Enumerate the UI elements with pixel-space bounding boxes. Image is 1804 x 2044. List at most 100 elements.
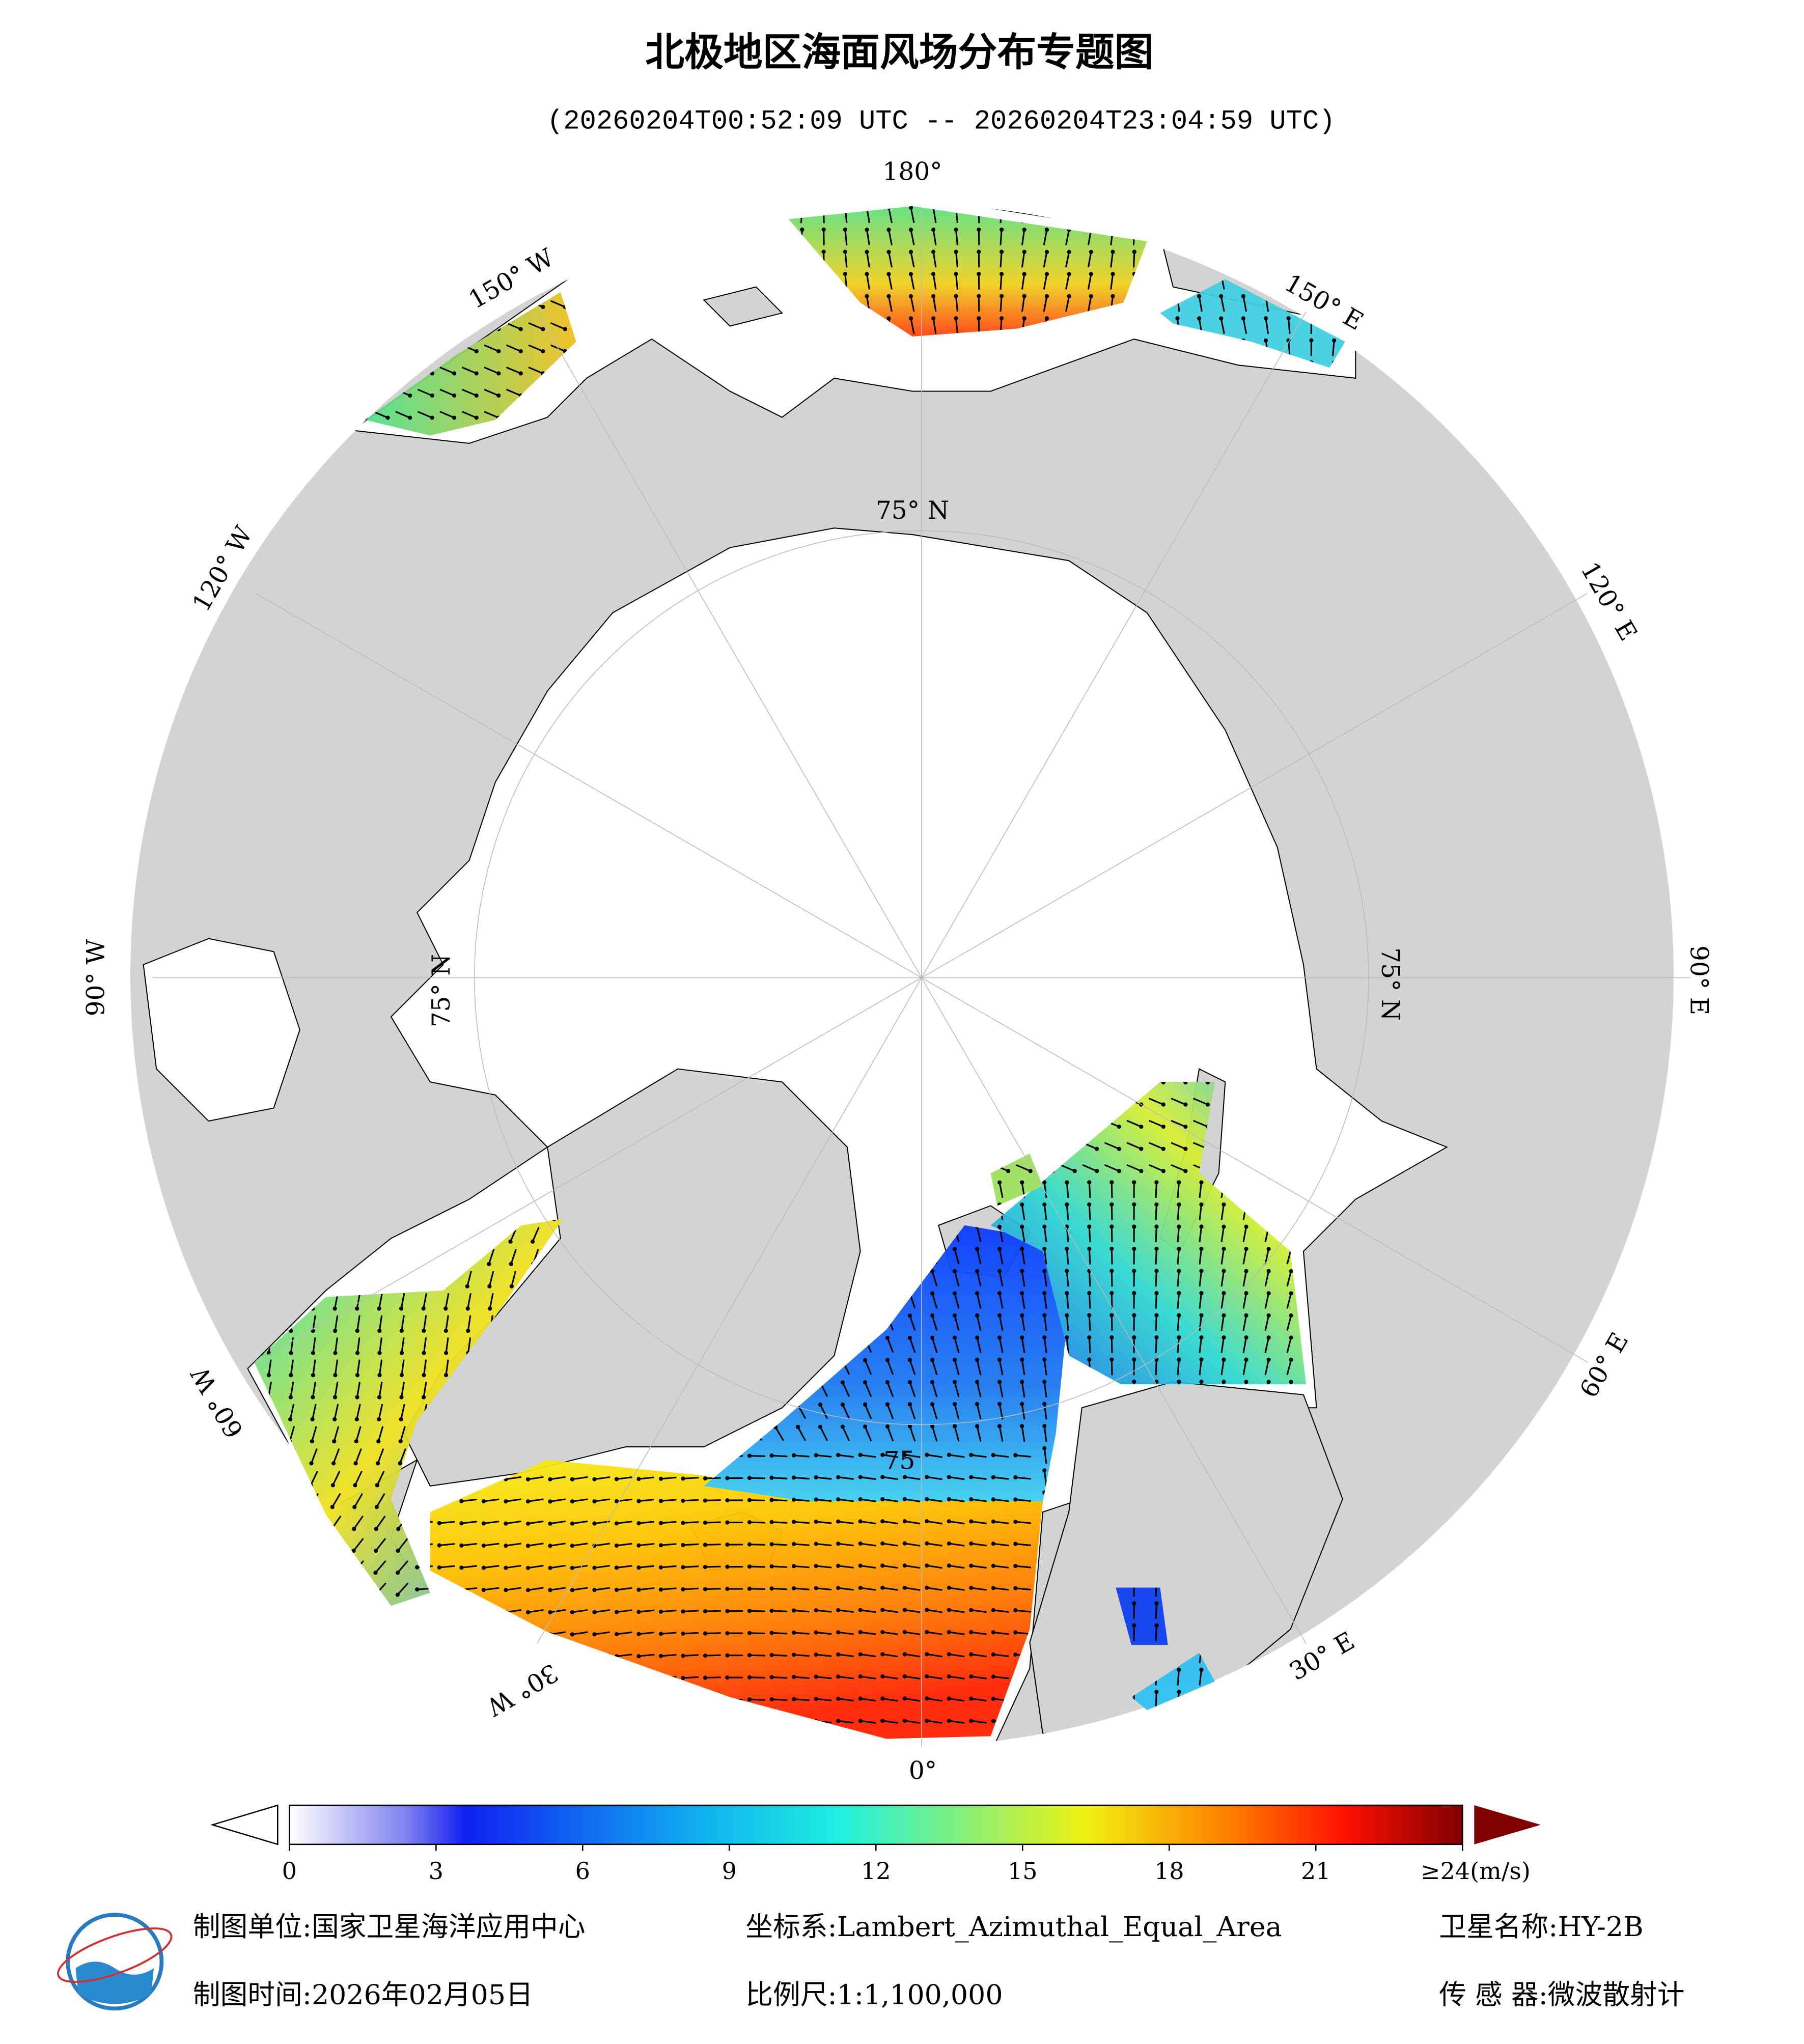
wind-arrow-head — [254, 216, 257, 220]
wind-arrow-head — [886, 228, 891, 232]
wind-arrow — [1199, 1271, 1202, 1287]
wind-arrow — [1288, 251, 1291, 268]
wind-arrow-head — [254, 437, 257, 442]
wind-arrow-head — [341, 349, 346, 354]
wind-arrow-head — [297, 371, 301, 376]
wind-arrow-head — [1183, 1146, 1188, 1151]
wind-arrow-head — [1219, 316, 1224, 321]
wind-arrow-head — [254, 371, 257, 376]
wind-arrow — [1265, 318, 1269, 334]
wind-arrow — [954, 1249, 960, 1265]
wind-arrow — [307, 433, 322, 441]
wind-arrow-head — [465, 1284, 469, 1289]
wind-arrow-head — [952, 1291, 957, 1296]
wind-arrow-head — [954, 272, 958, 276]
wind-arrow — [1220, 318, 1225, 334]
wind-arrow — [1148, 1119, 1164, 1128]
wind-arrow-head — [297, 260, 301, 265]
wind-arrow-head — [1222, 1247, 1226, 1251]
wind-arrow-head — [443, 1306, 448, 1311]
wind-arrow — [887, 207, 893, 223]
wind-arrow — [254, 300, 256, 308]
wind-arrow-head — [865, 294, 869, 298]
wind-arrow-head — [319, 371, 324, 376]
wind-arrow-head — [1028, 1169, 1033, 1173]
wind-arrow — [351, 234, 366, 241]
wind-arrow-head — [1154, 1202, 1159, 1207]
wind-arrow — [910, 318, 915, 334]
wind-arrow-head — [297, 283, 301, 287]
wind-arrow-head — [1183, 1102, 1188, 1107]
wind-arrow-head — [997, 1224, 1002, 1229]
wind-arrow-head — [1241, 206, 1245, 210]
wind-arrow — [262, 499, 277, 508]
wind-arrow-head — [430, 327, 434, 331]
wind-arrow — [1265, 274, 1269, 290]
wind-arrow-head — [297, 415, 301, 420]
wind-arrow-head — [297, 349, 301, 354]
wind-arrow — [395, 278, 410, 286]
wind-arrow-head — [975, 1247, 980, 1251]
wind-arrow — [1176, 229, 1180, 245]
wind-arrow-head — [1154, 227, 1158, 232]
wind-arrow — [328, 322, 344, 330]
wind-arrow — [932, 207, 937, 223]
wind-arrow — [932, 274, 937, 290]
wind-arrow-head — [1065, 1269, 1069, 1273]
wind-arrow-head — [931, 249, 936, 254]
wind-arrow — [998, 1226, 1004, 1243]
wind-arrow-head — [541, 327, 545, 331]
wind-arrow-head — [452, 260, 457, 265]
wind-arrow — [439, 278, 455, 286]
wind-arrow — [887, 230, 893, 245]
wind-arrow-head — [1087, 1180, 1092, 1185]
wind-arrow-head — [1000, 206, 1004, 210]
wind-arrow — [254, 211, 256, 219]
wind-arrow-head — [465, 1306, 470, 1311]
wind-arrow-head — [297, 482, 301, 487]
wind-arrow-head — [1154, 1246, 1159, 1251]
wind-arrow — [528, 211, 543, 219]
wind-arrow-head — [1132, 1291, 1136, 1296]
wind-arrow — [1288, 340, 1291, 356]
wind-arrow — [1242, 1248, 1247, 1265]
wind-arrow-head — [474, 216, 479, 220]
wind-arrow — [262, 211, 277, 219]
wind-arrow-head — [1161, 1146, 1165, 1151]
wind-arrow — [1332, 340, 1335, 356]
wind-arrow — [910, 251, 915, 268]
wind-arrow-head — [541, 304, 545, 310]
wind-arrow-head — [563, 260, 567, 265]
wind-arrow-head — [1139, 1146, 1144, 1151]
wind-arrow — [395, 256, 410, 264]
wind-arrow — [639, 211, 654, 219]
wind-arrow-head — [977, 227, 981, 232]
wind-arrow-head — [254, 327, 257, 331]
wind-arrow — [532, 1227, 540, 1242]
wind-arrow-head — [364, 349, 368, 354]
wind-arrow-head — [1175, 316, 1180, 321]
wind-arrow — [1043, 1226, 1047, 1243]
wind-arrow — [1087, 274, 1092, 290]
wind-arrow-head — [1067, 294, 1071, 298]
wind-arrow — [1021, 296, 1025, 312]
wind-arrow — [1332, 207, 1335, 223]
wind-arrow-head — [421, 1306, 426, 1311]
wind-arrow — [254, 234, 256, 241]
wind-arrow-head — [1132, 1202, 1136, 1207]
wind-arrow — [954, 1271, 960, 1287]
wind-arrow-head — [297, 437, 301, 442]
wind-arrow-head — [430, 283, 434, 287]
wind-arrow — [1021, 1226, 1025, 1243]
wind-arrow-head — [430, 349, 434, 354]
wind-arrow-head — [1044, 206, 1049, 210]
wind-arrow — [1043, 251, 1048, 268]
wind-arrow-head — [1286, 249, 1291, 254]
wind-arrow — [1000, 296, 1003, 312]
wind-arrow — [1043, 274, 1048, 290]
wind-arrow-head — [1161, 1125, 1165, 1129]
wind-arrow — [284, 455, 300, 463]
wind-arrow-head — [1197, 228, 1202, 232]
wind-arrow-head — [954, 228, 958, 232]
wind-arrow — [1199, 1204, 1202, 1220]
